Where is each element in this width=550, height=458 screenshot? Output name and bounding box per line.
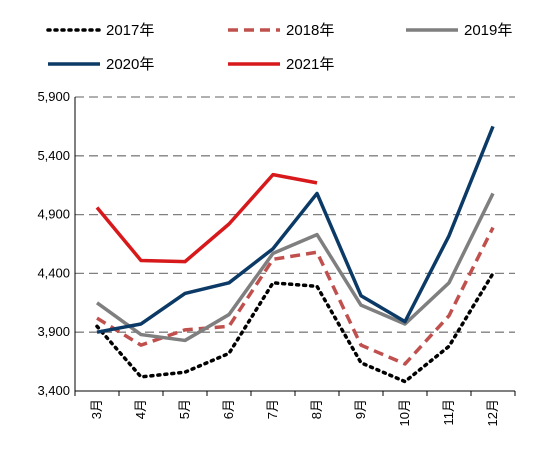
y-tick-label: 5,400 [37,148,70,163]
x-tick-labels: 3月 4月 5月 6月 7月 8月 9月 10月 11月 12月 [89,399,500,426]
y-tick-labels: 3,400 3,900 4,400 4,900 5,400 5,900 [37,89,70,398]
series-line [96,125,495,334]
legend-label: 2021年 [286,56,334,73]
y-tick-label: 3,900 [37,324,70,339]
series-line [95,192,495,343]
legend: 2017年 2018年 2019年 2020年 2021年 [46,22,512,73]
x-tick-label: 8月 [309,399,324,419]
x-tick-label: 9月 [353,399,368,419]
y-tick-label: 3,400 [37,383,70,398]
legend-label: 2020年 [106,56,154,73]
x-tick-label: 3月 [89,399,104,419]
y-tick-label: 4,400 [37,265,70,280]
gridlines [75,96,515,333]
series-line [95,172,318,264]
series-lines [95,125,495,384]
x-tick-label: 5月 [177,399,192,419]
x-tick-label: 10月 [397,399,412,426]
legend-label: 2017年 [106,22,154,39]
x-tick-label: 4月 [133,399,148,419]
x-tick-label: 12月 [485,399,500,426]
x-tick-label: 11月 [441,399,456,426]
legend-label: 2019年 [464,22,512,39]
legend-label: 2018年 [286,22,334,39]
x-tick-label: 6月 [221,399,236,419]
series-line [95,271,495,384]
axes [74,97,516,396]
y-tick-label: 5,900 [37,89,70,104]
y-tick-label: 4,900 [37,207,70,222]
x-tick-label: 7月 [265,399,280,419]
series-line [96,226,495,366]
